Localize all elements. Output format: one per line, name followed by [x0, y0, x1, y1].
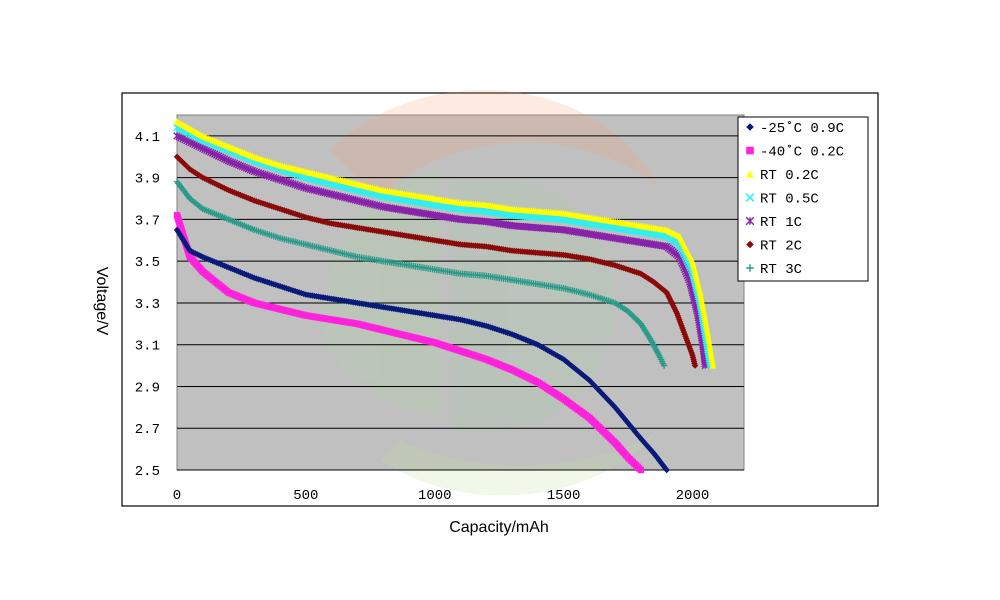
y-tick-label: 3.7: [135, 213, 160, 229]
legend-label: RT 2C: [760, 239, 802, 255]
legend-item: RT 2C: [746, 239, 802, 255]
legend-marker: [746, 170, 754, 178]
legend-item: RT 0.2C: [746, 168, 819, 184]
data-point: [660, 362, 668, 369]
series-4: [173, 132, 710, 370]
y-tick-label: 2.9: [135, 380, 160, 396]
legend-marker: [746, 146, 754, 155]
data-series: [173, 118, 717, 474]
series-6: [173, 178, 668, 369]
y-tick-label: 3.3: [135, 297, 160, 313]
y-tick-label: 3.1: [135, 339, 160, 355]
x-tick-label: 1500: [547, 488, 581, 504]
legend-box: [737, 116, 869, 282]
legend-marker: [746, 123, 754, 131]
legend-label: RT 1C: [760, 215, 802, 231]
data-point: [691, 362, 699, 369]
legend-item: -25˚C 0.9C: [746, 121, 844, 137]
legend-item: RT 1C: [745, 215, 802, 231]
legend-marker: [745, 216, 755, 226]
series-0: [173, 226, 670, 474]
legend-label: -40˚C 0.2C: [760, 145, 844, 161]
series-2: [173, 118, 717, 369]
legend-label: RT 0.2C: [760, 168, 819, 184]
y-tick-label: 3.5: [135, 255, 160, 271]
legend: -25˚C 0.9C -40˚C 0.2C RT 0.2C RT 0.5C RT 1C R…: [745, 121, 844, 278]
y-tick-label: 2.7: [135, 422, 160, 438]
legend-label: RT 0.5C: [760, 192, 819, 208]
y-axis-title: Voltage/V: [93, 267, 110, 336]
legend-item: -40˚C 0.2C: [746, 145, 844, 161]
data-point: [637, 466, 645, 474]
x-axis-title: Capacity/mAh: [449, 519, 549, 536]
watermark-logo: [320, 90, 660, 496]
series-5: [173, 153, 699, 369]
data-point: [709, 362, 717, 369]
legend-label: RT 3C: [760, 262, 802, 278]
y-tick-label: 2.5: [135, 464, 160, 480]
legend-item: RT 0.5C: [745, 192, 819, 208]
x-tick-labels: 0 500 1000 1500 2000: [173, 488, 709, 504]
x-tick-label: 1000: [418, 488, 452, 504]
y-tick-label: 3.9: [135, 172, 160, 188]
y-tick-label: 4.1: [135, 130, 160, 146]
x-tick-label: 2000: [676, 488, 710, 504]
x-tick-label: 500: [293, 488, 318, 504]
y-tick-labels: 2.5 2.7 2.9 3.1 3.3 3.5 3.7 3.9 4.1: [135, 130, 160, 480]
x-tick-label: 0: [173, 488, 181, 504]
legend-marker: [746, 240, 754, 249]
legend-marker: [746, 264, 754, 272]
legend-label: -25˚C 0.9C: [760, 121, 844, 137]
data-point: [663, 466, 670, 474]
legend-item: RT 3C: [746, 262, 802, 278]
legend-marker: [745, 193, 755, 202]
